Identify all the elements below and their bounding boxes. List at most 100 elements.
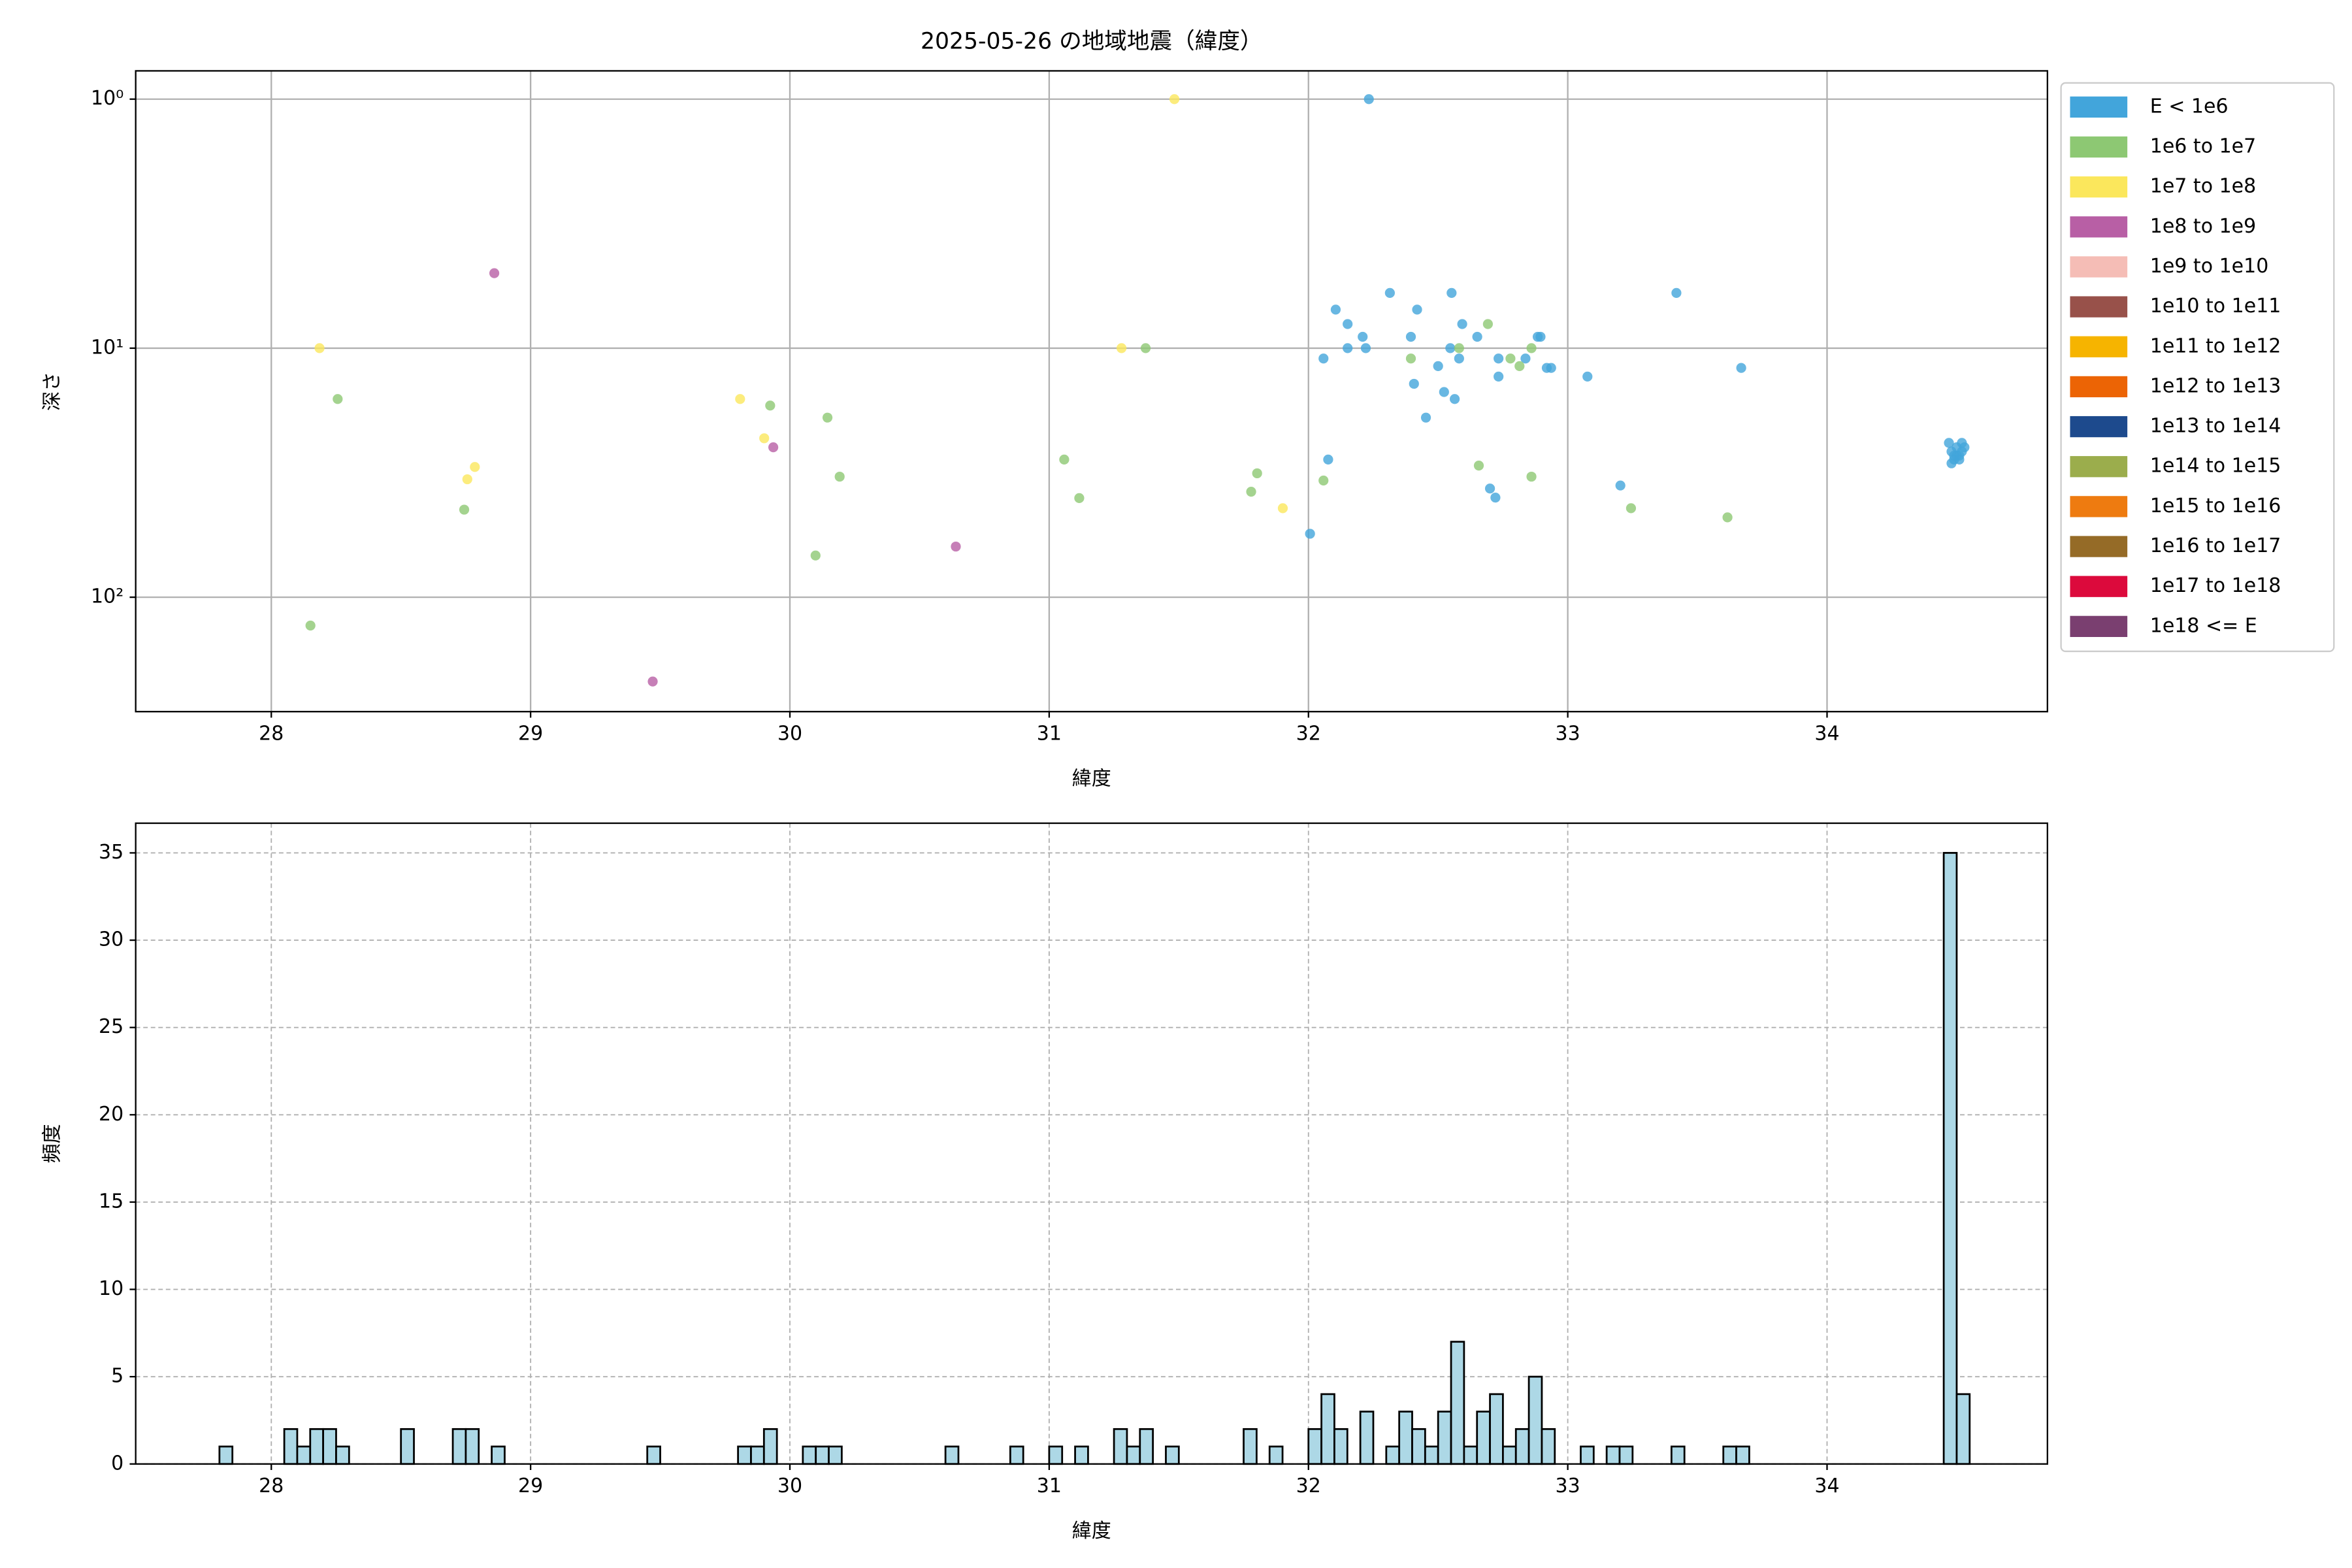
x-tick-label: 28 [259, 1475, 284, 1497]
bar [1048, 1445, 1064, 1465]
data-point [1116, 343, 1127, 353]
legend-label: 1e7 to 1e8 [2150, 175, 2256, 198]
legend-swatch [2070, 96, 2128, 118]
data-point [1305, 529, 1315, 539]
data-point [489, 268, 500, 278]
legend-swatch [2070, 456, 2128, 478]
legend-swatch [2070, 216, 2128, 238]
data-point [1318, 353, 1329, 364]
data-point [1954, 454, 1965, 465]
bar [1527, 1375, 1543, 1465]
x-axis-label: 緯度 [1072, 1520, 1111, 1543]
y-tick-label: 35 [99, 841, 123, 864]
data-point [1384, 287, 1395, 298]
bar [1333, 1428, 1348, 1465]
data-point [1505, 353, 1516, 364]
legend-label: 1e6 to 1e7 [2150, 135, 2256, 158]
data-point [1494, 353, 1504, 364]
data-point [462, 474, 472, 485]
x-tick-label: 30 [777, 1475, 802, 1497]
data-point [1449, 394, 1460, 404]
x-axis-label: 緯度 [1072, 768, 1111, 791]
x-tick-label: 29 [518, 722, 543, 745]
chart-title: 2025-05-26 の地域地震（緯度） [921, 29, 1263, 55]
x-tick-label: 29 [518, 1475, 543, 1497]
legend-label: 1e9 to 1e10 [2150, 255, 2269, 278]
data-point [1074, 493, 1085, 504]
x-tick-label: 32 [1296, 1475, 1321, 1497]
y-tick-label: 30 [99, 928, 123, 951]
data-point [1944, 438, 1954, 448]
data-point [1526, 343, 1537, 353]
data-point [1457, 319, 1467, 329]
legend-label: 1e11 to 1e12 [2150, 335, 2281, 357]
bar [1514, 1428, 1530, 1465]
bar [1385, 1445, 1401, 1465]
legend-label: 1e10 to 1e11 [2150, 295, 2281, 318]
data-point [1252, 468, 1262, 479]
bar [491, 1445, 506, 1465]
bar [1463, 1445, 1478, 1465]
data-point [1520, 353, 1531, 364]
bar [283, 1428, 299, 1465]
bar [1541, 1428, 1556, 1465]
bar [1320, 1393, 1335, 1465]
data-point [735, 394, 745, 404]
bar [322, 1428, 337, 1465]
legend-label: E < 1e6 [2150, 95, 2229, 118]
legend-label: 1e18 <= E [2150, 614, 2257, 637]
data-point [1526, 471, 1537, 482]
legend-label: 1e17 to 1e18 [2150, 574, 2281, 597]
data-point [1722, 512, 1733, 523]
data-point [1439, 387, 1449, 397]
x-tick-label: 31 [1037, 1475, 1062, 1497]
data-point [1490, 492, 1501, 503]
x-tick-label: 32 [1296, 722, 1321, 745]
y-tick-label: 10² [91, 585, 123, 608]
legend-label: 1e12 to 1e13 [2150, 374, 2281, 397]
y-tick-label: 15 [99, 1190, 123, 1213]
bar [802, 1445, 817, 1465]
data-point [1446, 287, 1457, 298]
legend-swatch [2070, 615, 2128, 637]
data-point [1140, 343, 1151, 353]
bar [1359, 1411, 1375, 1465]
bar [737, 1445, 752, 1465]
data-point [1420, 412, 1431, 423]
x-tick-label: 33 [1556, 722, 1580, 745]
bar [944, 1445, 960, 1465]
bar [1735, 1445, 1750, 1465]
data-point [305, 620, 316, 631]
legend-swatch [2070, 296, 2128, 318]
data-point [1625, 503, 1637, 514]
data-point [822, 412, 833, 423]
data-point [1473, 460, 1484, 471]
y-tick-label: 10¹ [91, 336, 123, 359]
data-point [459, 504, 470, 515]
data-point [1358, 331, 1368, 342]
legend-label: 1e14 to 1e15 [2150, 455, 2281, 478]
bar [1605, 1445, 1621, 1465]
bar [1502, 1445, 1517, 1465]
bar [335, 1445, 350, 1465]
bar [1955, 1393, 1971, 1465]
data-point [768, 442, 779, 453]
data-point [1246, 487, 1256, 497]
bar [1074, 1445, 1089, 1465]
data-point [765, 400, 776, 411]
x-tick-label: 28 [259, 722, 284, 745]
bar [296, 1445, 312, 1465]
legend-label: 1e8 to 1e9 [2150, 215, 2256, 238]
bar [1942, 852, 1958, 1465]
bar [1424, 1445, 1439, 1465]
bar [1437, 1411, 1452, 1465]
bar [309, 1428, 325, 1465]
legend-swatch [2070, 576, 2128, 597]
y-axis-label: 深さ [41, 372, 63, 411]
data-point [810, 550, 821, 561]
data-point [1535, 331, 1546, 342]
axes-frame [135, 70, 2048, 713]
bar [1139, 1428, 1154, 1465]
bar [762, 1428, 778, 1465]
